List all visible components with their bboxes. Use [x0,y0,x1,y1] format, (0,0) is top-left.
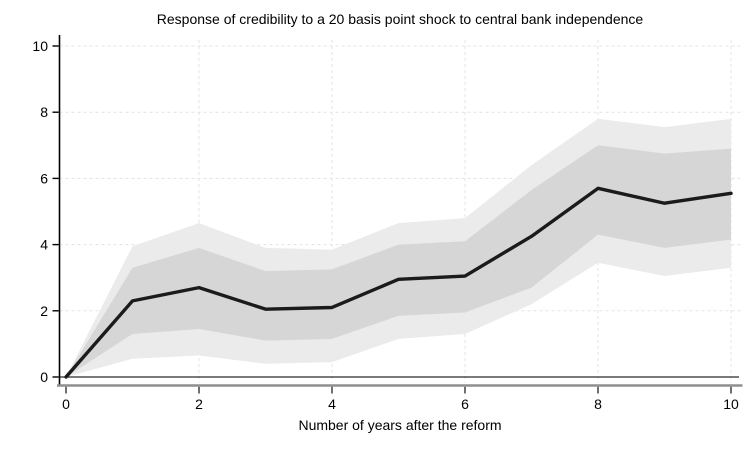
y-tick-label: 10 [32,38,48,54]
x-tick-label: 2 [195,396,203,412]
x-axis-title: Number of years after the reform [298,417,502,433]
y-tick-label: 8 [40,104,48,120]
y-tick-label: 0 [40,369,48,385]
x-tick-label: 0 [62,396,70,412]
point-estimate-line [64,186,733,379]
x-tick-label: 10 [723,396,739,412]
y-tick-label: 4 [40,237,48,253]
x-tick-label: 8 [594,396,602,412]
y-tick-label: 6 [40,170,48,186]
chart-title: Response of credibility to a 20 basis po… [156,11,644,27]
confidence-band-inner [66,145,731,377]
y-tick-label: 2 [40,303,48,319]
x-tick-label: 4 [328,396,336,412]
x-tick-label: 6 [461,396,469,412]
